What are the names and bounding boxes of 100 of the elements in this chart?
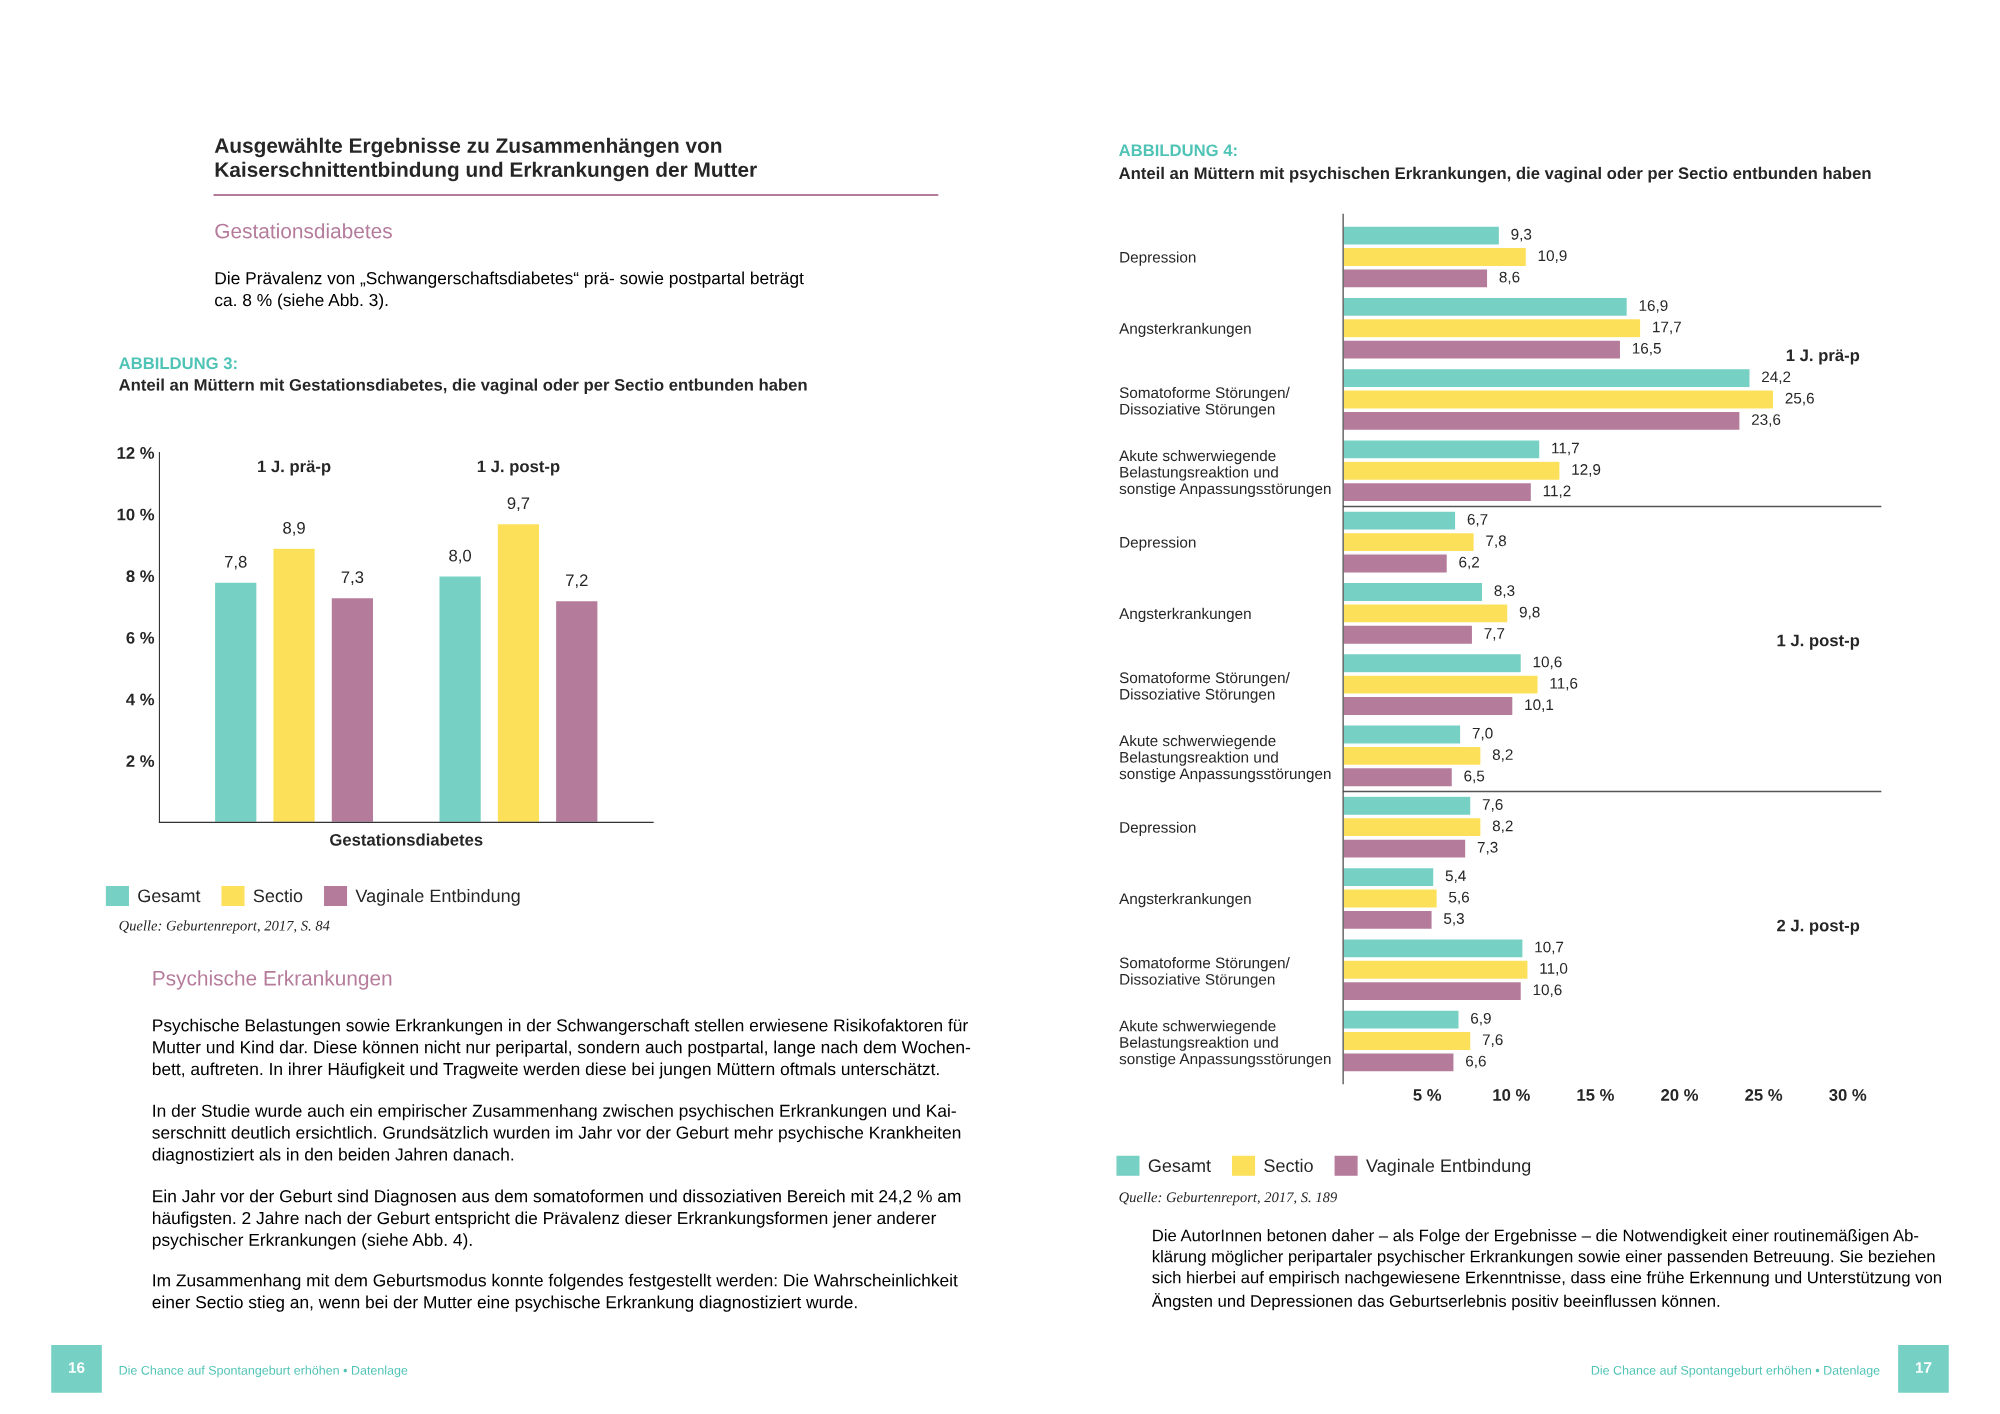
y-tick-label: 4 % bbox=[126, 693, 155, 706]
annotation: 2 J. post-p bbox=[1777, 919, 1860, 935]
data-label: 6,7 bbox=[1467, 513, 1488, 527]
text: ABBILDUNG 4: bbox=[1119, 144, 1237, 157]
legend-label: Gesamt bbox=[1148, 1159, 1211, 1173]
data-label: 10,9 bbox=[1538, 250, 1567, 263]
text: Psychische Belastungen sowie Erkrankungen in der Schwangerschaft stellen erwiesene Risikofaktoren für Mutter und Kind dar. Diese können nicht nur peripartal, sondern auch postpartal, lange nach dem Wochen- bett, auftreten. In ihrer Häufigkeit und Tragweite werden diese bei jungen Müttern oftmals unterschätzt. bbox=[152, 1018, 971, 1079]
data-label: 7,6 bbox=[1482, 799, 1503, 812]
data-label: 23,6 bbox=[1751, 414, 1781, 427]
y-tick-label: Somatoforme Störungen/ Dissoziative Störungen bbox=[1119, 386, 1290, 418]
x-tick-label: 15 % bbox=[1577, 1089, 1614, 1101]
data-label: 8,6 bbox=[1499, 271, 1520, 285]
legend-label: Vaginale Entbindung bbox=[1366, 1158, 1531, 1176]
y-tick-label: Akute schwerwiegende Belastungsreaktion und sonstige Anpassungsstörungen bbox=[1119, 735, 1331, 783]
chart-title: ABBILDUNG 3: bbox=[119, 357, 237, 370]
text: Ausgewählte Ergebnisse zu Zusammenhängen von Kaiserschnittentbindung und Erkrankungen der Mutter bbox=[214, 137, 757, 182]
text: Die Prävalenz von „Schwangerschaftsdiabetes“ prä- sowie postpartal beträgt ca. 8 % (siehe Abb. 3). bbox=[215, 271, 804, 310]
data-label: 6,9 bbox=[1471, 1012, 1491, 1026]
data-label: 7,7 bbox=[1484, 628, 1505, 641]
y-tick-label: Depression bbox=[1120, 251, 1196, 266]
x-tick-label: 5 % bbox=[1413, 1089, 1442, 1101]
bar bbox=[272, 547, 317, 823]
text: Die Chance auf Spontangeburt erhöhen • Datenlage bbox=[1591, 1365, 1880, 1378]
y-tick-label: Somatoforme Störungen/ Dissoziative Störungen bbox=[1119, 957, 1290, 988]
bar bbox=[554, 599, 599, 823]
annotation: 1 J. post-p bbox=[1777, 634, 1860, 650]
data-label: 9,3 bbox=[1511, 228, 1532, 242]
y-tick-label: Angsterkrankungen bbox=[1119, 892, 1251, 908]
y-tick-label: Akute schwerwiegende Belastungsreaktion und sonstige Anpassungsstörungen bbox=[1119, 449, 1331, 498]
y-tick-label: Depression bbox=[1120, 821, 1196, 836]
data-label: 11,7 bbox=[1552, 442, 1579, 456]
data-label: 11,0 bbox=[1540, 963, 1568, 976]
data-label: 6,2 bbox=[1459, 556, 1479, 570]
chart-subtitle: Anteil an Müttern mit Gestationsdiabetes, die vaginal oder per Sectio entbunden haben bbox=[119, 378, 807, 395]
legend-label: Sectio bbox=[253, 888, 303, 903]
text: Die AutorInnen betonen daher – als Folge der Ergebnisse – die Notwendigkeit einer routinemäßigen Ab- klärung möglicher peripartaler psychischer Erkrankungen sowie einer passenden Betreuung. Sie beziehen sich hierbei auf empirisch nachgewiesene Erkenntnisse, dass eine frühe Erkennung und Unterstützung von Ängsten und Depressionen das Geburtserlebnis positiv beeinflussen können. bbox=[1151, 1229, 1941, 1311]
data-label: 16,5 bbox=[1632, 342, 1661, 356]
legend-label: Vaginale Entbindung bbox=[355, 888, 520, 906]
data-label: 25,6 bbox=[1785, 392, 1814, 406]
data-label: 12,9 bbox=[1572, 464, 1601, 477]
data-label: 10,7 bbox=[1535, 941, 1564, 955]
y-tick-label: Angsterkrankungen bbox=[1119, 607, 1251, 623]
data-label: 9,8 bbox=[1519, 606, 1540, 620]
bar bbox=[330, 596, 375, 823]
text: Ein Jahr vor der Geburt sind Diagnosen aus dem somatoformen und dissoziativen Bereich mit 24,2 % am häufigsten. 2 Jahre nach der Geburt entspricht die Prävalenz dieser Erkrankungsformen jener anderer psychischer Erkrankungen (siehe Abb. 4). bbox=[152, 1189, 961, 1250]
data-label: 11,2 bbox=[1543, 485, 1571, 499]
text: 17 bbox=[1915, 1362, 1932, 1373]
x-tick-label: 25 % bbox=[1745, 1089, 1783, 1101]
y-tick-label: 2 % bbox=[126, 755, 155, 767]
data-label: 7,6 bbox=[1482, 1034, 1503, 1047]
data-label: 10,6 bbox=[1533, 984, 1562, 998]
data-label: 7,0 bbox=[1472, 727, 1493, 741]
y-tick-label: Akute schwerwiegende Belastungsreaktion und sonstige Anpassungsstörungen bbox=[1119, 1020, 1331, 1068]
data-label: 7,8 bbox=[1486, 535, 1506, 548]
data-label: 7,3 bbox=[341, 571, 364, 586]
data-label: 8,9 bbox=[283, 521, 305, 536]
data-label: 8,0 bbox=[449, 549, 472, 564]
text: 16 bbox=[69, 1362, 85, 1373]
data-label: 7,3 bbox=[1477, 841, 1498, 855]
data-label: 8,3 bbox=[1494, 585, 1515, 598]
data-label: 11,6 bbox=[1550, 677, 1578, 691]
bar bbox=[213, 581, 258, 823]
data-label: 5,6 bbox=[1449, 891, 1469, 905]
data-label: 17,7 bbox=[1653, 321, 1681, 335]
text: Im Zusammenhang mit dem Geburtsmodus konnte folgendes festgestellt werden: Die Wahrscheinlichkeit einer Sectio stieg an, wenn bei der Mutter eine psychische Erkrankung diagnostiziert wurde. bbox=[152, 1273, 958, 1312]
data-label: 10,6 bbox=[1533, 656, 1562, 670]
y-tick-label: 10 % bbox=[117, 508, 155, 521]
chart-subtitle: Anteil an Müttern mit psychischen Erkrankungen, die vaginal oder per Sectio entbunden haben bbox=[1119, 166, 1871, 183]
y-tick-label: 6 % bbox=[126, 631, 155, 644]
legend-label: Gesamt bbox=[138, 889, 201, 903]
data-label: 24,2 bbox=[1762, 371, 1791, 385]
data-label: 6,5 bbox=[1464, 770, 1485, 784]
y-tick-label: Angsterkrankungen bbox=[1119, 322, 1251, 337]
y-tick-label: Somatoforme Störungen/ Dissoziative Störungen bbox=[1119, 671, 1290, 703]
source-note: Quelle: Geburtenreport, 2017, S. 84 bbox=[119, 920, 330, 934]
data-label: 9,7 bbox=[507, 497, 530, 512]
x-tick-label: 20 % bbox=[1661, 1089, 1699, 1101]
data-label: 10,1 bbox=[1525, 699, 1554, 712]
y-tick-label: Depression bbox=[1120, 536, 1196, 551]
data-label: 5,3 bbox=[1443, 913, 1464, 926]
data-label: 5,4 bbox=[1445, 870, 1466, 883]
text: Gestationsdiabetes bbox=[215, 223, 392, 239]
bar bbox=[496, 522, 541, 823]
legend-label: Sectio bbox=[1264, 1158, 1313, 1173]
source-note: Quelle: Geburtenreport, 2017, S. 189 bbox=[1119, 1191, 1337, 1206]
data-label: 8,2 bbox=[1492, 749, 1513, 762]
x-tick-label: 10 % bbox=[1493, 1089, 1530, 1101]
data-label: 16,9 bbox=[1639, 300, 1668, 313]
y-tick-label: 12 % bbox=[117, 447, 155, 459]
x-axis-title: Gestationsdiabetes bbox=[330, 833, 483, 846]
data-label: 6,6 bbox=[1466, 1055, 1486, 1069]
annotation: 1 J. prä-p bbox=[1786, 349, 1860, 365]
data-label: 7,2 bbox=[566, 574, 588, 589]
text: Psychische Erkrankungen bbox=[153, 970, 392, 990]
data-label: 7,8 bbox=[225, 555, 247, 570]
x-tick-label: 30 % bbox=[1829, 1089, 1867, 1101]
data-label: 8,2 bbox=[1492, 820, 1513, 834]
bar bbox=[438, 575, 483, 823]
text: In der Studie wurde auch ein empirischer Zusammenhang zwischen psychischen Erkrankungen und Kai- serschnitt deutlich ersichtlich. Grundsätzlich wurden im Jahr vor der Geburt mehr psychische Krankheiten diagnostiziert als in den beiden Jahren danach. bbox=[152, 1104, 961, 1165]
text: Die Chance auf Spontangeburt erhöhen • Datenlage bbox=[119, 1365, 408, 1378]
